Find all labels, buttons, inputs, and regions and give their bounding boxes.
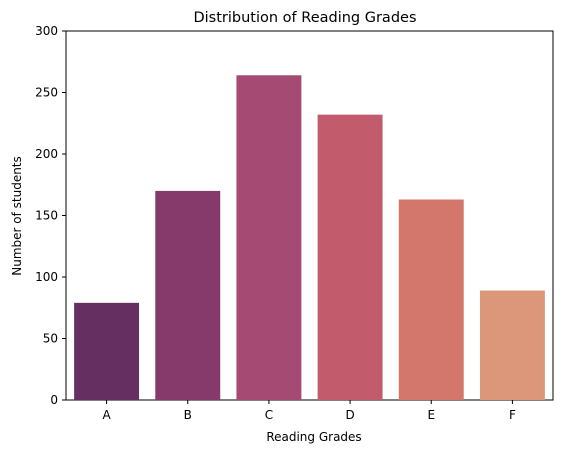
x-axis-label: Reading Grades: [266, 430, 361, 444]
bar-f: [479, 290, 545, 400]
y-tick-label: 300: [35, 24, 58, 38]
x-tick-label: F: [509, 408, 516, 422]
bar-b: [155, 190, 221, 400]
bar-e: [398, 199, 464, 400]
y-tick-label: 50: [43, 332, 58, 346]
x-tick-label: C: [265, 408, 273, 422]
bars-group: [74, 75, 545, 400]
y-tick-label: 0: [50, 393, 58, 407]
x-axis: A B C D E F: [102, 400, 516, 422]
y-tick-label: 100: [35, 270, 58, 284]
x-tick-label: A: [102, 408, 111, 422]
y-tick-label: 200: [35, 147, 58, 161]
chart-title: Distribution of Reading Grades: [193, 10, 416, 26]
bar-c: [236, 75, 302, 400]
y-tick-label: 150: [35, 209, 58, 223]
y-tick-label: 250: [35, 86, 58, 100]
y-axis-label: Number of students: [10, 156, 24, 276]
x-tick-label: B: [184, 408, 192, 422]
x-tick-label: E: [427, 408, 435, 422]
x-tick-label: D: [345, 408, 354, 422]
bar-d: [317, 114, 383, 400]
y-axis: 0 50 100 150 200 250 300: [35, 24, 66, 407]
bar-a: [74, 302, 140, 400]
